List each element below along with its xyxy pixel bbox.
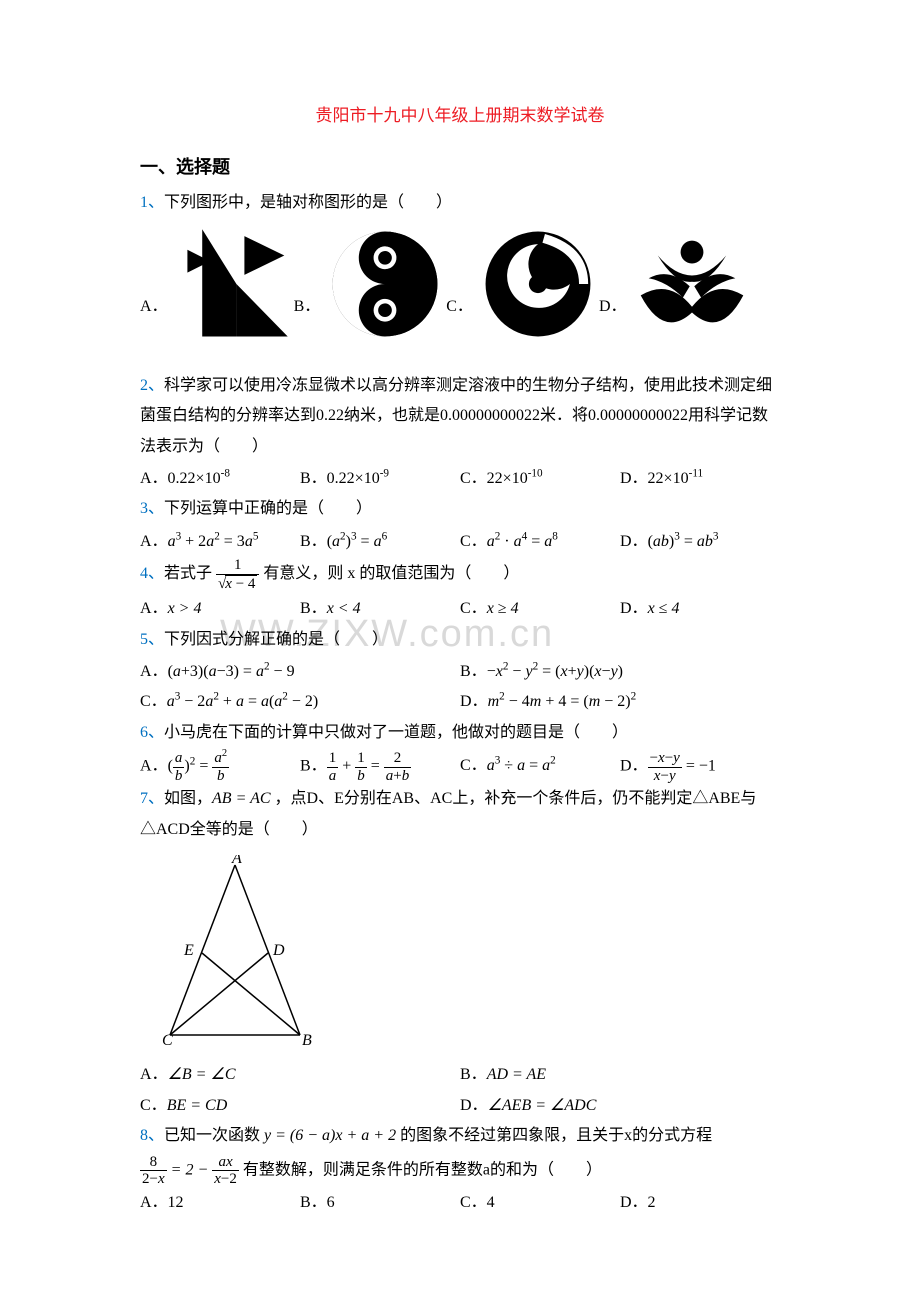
section-heading: 一、选择题 (140, 150, 780, 184)
qnum: 2、 (140, 377, 164, 394)
opt-c: C．4 (460, 1188, 620, 1218)
qnum: 3、 (140, 500, 164, 517)
q-text-pre: 已知一次函数 (164, 1127, 264, 1144)
question-8: 8、已知一次函数 y = (6 − a)x + a + 2 的图象不经过第四象限… (140, 1121, 780, 1151)
opt-c: C．a3 − 2a2 + a = a(a2 − 2) (140, 687, 460, 717)
opt-d-label: D． (599, 292, 627, 340)
q-text: 下列图形中，是轴对称图形的是（ ） (164, 194, 452, 211)
q7-options-1: A．∠B = ∠C B．AD = AE (140, 1060, 780, 1090)
opt-b: B．−x2 − y2 = (x+y)(x−y) (460, 657, 780, 687)
q8-fn: y = (6 − a)x + a + 2 (264, 1127, 396, 1144)
opt-c-label: C． (446, 292, 473, 340)
shape-a-icon (176, 227, 290, 341)
question-4: 4、若式子 1x − 4 有意义，则 x 的取值范围为（ ） (140, 557, 780, 592)
q-text-post: 有意义，则 x 的取值范围为（ ） (263, 565, 519, 582)
opt-a-label: A． (140, 292, 168, 340)
question-6: 6、小马虎在下面的计算中只做对了一道题，他做对的题目是（ ） (140, 718, 780, 748)
q-text-post: 有整数解，则满足条件的所有整数a的和为（ ） (243, 1161, 602, 1178)
qnum: 7、 (140, 790, 164, 807)
qnum: 8、 (140, 1127, 164, 1144)
opt-b: B．1a + 1b = 2a+b (300, 750, 460, 784)
opt-d: D．x ≤ 4 (620, 594, 780, 624)
svg-text:A: A (231, 855, 242, 867)
q7-options-2: C．BE = CD D．∠AEB = ∠ADC (140, 1091, 780, 1121)
opt-a: A．∠B = ∠C (140, 1060, 460, 1090)
opt-d: D．m2 − 4m + 4 = (m − 2)2 (460, 687, 780, 717)
opt-d: D．2 (620, 1188, 780, 1218)
opt-b: B．AD = AE (460, 1060, 780, 1090)
question-2: 2、科学家可以使用冷冻显微术以高分辨率测定溶液中的生物分子结构，使用此技术测定细… (140, 371, 780, 462)
triangle-figure-icon: A E D C B (160, 855, 320, 1045)
opt-c: C．a3 ÷ a = a2 (460, 750, 620, 784)
opt-a: A．(a+3)(a−3) = a2 − 9 (140, 657, 460, 687)
q-text-pre: 如图， (164, 790, 212, 807)
opt-a: A．(ab)2 = a2b (140, 750, 300, 784)
opt-b-label: B． (294, 292, 321, 340)
question-7: 7、如图，AB = AC ，点D、E分别在AB、AC上，补充一个条件后，仍不能判… (140, 784, 780, 845)
opt-b: B．0.22×10-9 (300, 464, 460, 494)
opt-b: B．x < 4 (300, 594, 460, 624)
opt-a: A．x > 4 (140, 594, 300, 624)
qnum: 5、 (140, 631, 164, 648)
opt-d: D．−x−yx−y = −1 (620, 750, 780, 784)
opt-a: A．a3 + 2a2 = 3a5 (140, 527, 300, 557)
q-text: 科学家可以使用冷冻显微术以高分辨率测定溶液中的生物分子结构，使用此技术测定细菌蛋… (140, 377, 772, 455)
shape-b-icon (328, 227, 442, 341)
svg-text:C: C (162, 1032, 173, 1045)
shape-c-icon (481, 227, 595, 341)
page-title: 贵阳市十九中八年级上册期末数学试卷 (140, 100, 780, 132)
q6-options: A．(ab)2 = a2b B．1a + 1b = 2a+b C．a3 ÷ a … (140, 750, 780, 784)
svg-text:D: D (272, 942, 285, 959)
q-text-mid: 的图象不经过第四象限，且关于x的分式方程 (396, 1127, 712, 1144)
svg-text:E: E (183, 942, 194, 959)
q8-options: A．12 B．6 C．4 D．2 (140, 1188, 780, 1218)
q1-options: A． B． C． D． (140, 227, 780, 341)
q-text: 下列运算中正确的是（ ） (164, 500, 372, 517)
q2-options: A．0.22×10-8 B．0.22×10-9 C．22×10-10 D．22×… (140, 464, 780, 494)
q5-options-2: C．a3 − 2a2 + a = a(a2 − 2) D．m2 − 4m + 4… (140, 687, 780, 717)
qnum: 4、 (140, 565, 164, 582)
q8-eqline: 82−x = 2 − axx−2 有整数解，则满足条件的所有整数a的和为（ ） (140, 1154, 780, 1188)
opt-d: D．22×10-11 (620, 464, 780, 494)
q3-options: A．a3 + 2a2 = 3a5 B．(a2)3 = a6 C．a2 · a4 … (140, 527, 780, 557)
opt-b: B．6 (300, 1188, 460, 1218)
opt-c: C．x ≥ 4 (460, 594, 620, 624)
q-text: 下列因式分解正确的是（ ） (164, 631, 388, 648)
opt-d: D．(ab)3 = ab3 (620, 527, 780, 557)
opt-b: B．(a2)3 = a6 (300, 527, 460, 557)
question-5: 5、下列因式分解正确的是（ ） (140, 625, 780, 655)
opt-a: A．0.22×10-8 (140, 464, 300, 494)
question-1: 1、下列图形中，是轴对称图形的是（ ） (140, 188, 780, 218)
q5-options-1: A．(a+3)(a−3) = a2 − 9 B．−x2 − y2 = (x+y)… (140, 657, 780, 687)
opt-c: C．22×10-10 (460, 464, 620, 494)
qnum: 6、 (140, 724, 164, 741)
q4-options: A．x > 4 B．x < 4 C．x ≥ 4 D．x ≤ 4 (140, 594, 780, 624)
opt-d: D．∠AEB = ∠ADC (460, 1091, 780, 1121)
fraction: 1x − 4 (216, 557, 259, 592)
opt-a: A．12 (140, 1188, 300, 1218)
question-3: 3、下列运算中正确的是（ ） (140, 494, 780, 524)
q-text: 小马虎在下面的计算中只做对了一道题，他做对的题目是（ ） (164, 724, 628, 741)
qnum: 1、 (140, 194, 164, 211)
svg-text:B: B (302, 1032, 312, 1045)
q7-eq: AB = AC (212, 790, 271, 807)
shape-d-icon (635, 227, 749, 341)
opt-c: C．BE = CD (140, 1091, 460, 1121)
opt-c: C．a2 · a4 = a8 (460, 527, 620, 557)
q-text-pre: 若式子 (164, 565, 212, 582)
